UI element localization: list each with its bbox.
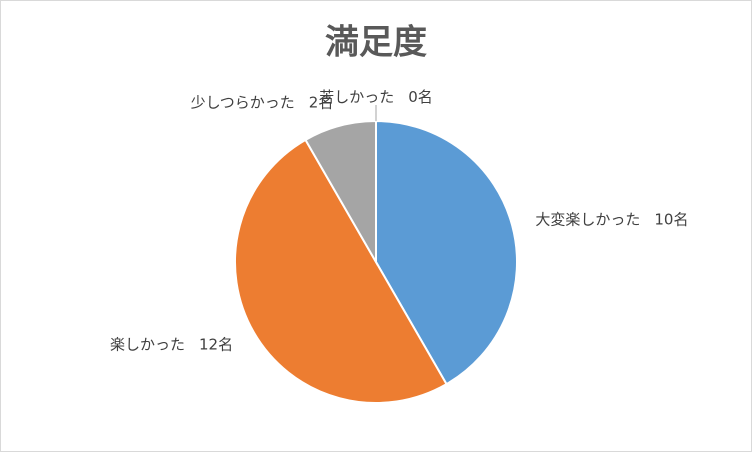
pie-slice xyxy=(234,138,448,404)
data-label-category: 大変楽しかった xyxy=(535,210,640,228)
data-label: 楽しかった 12名 xyxy=(110,335,233,353)
data-label: 苦しかった 0名 xyxy=(319,88,433,106)
data-label: 大変楽しかった 10名 xyxy=(535,210,688,228)
data-label-category: 楽しかった xyxy=(110,335,185,353)
data-label-category: 少しつらかった xyxy=(191,93,295,111)
chart-title: 満足度 xyxy=(325,23,427,63)
data-label-value: 10名 xyxy=(654,210,688,228)
data-label-value: 0名 xyxy=(408,88,433,106)
data-label-value: 12名 xyxy=(199,335,233,353)
data-label-value: 2名 xyxy=(309,93,334,111)
pie-slice xyxy=(375,119,518,386)
data-label-category: 苦しかった xyxy=(319,88,394,106)
data-label: 少しつらかった 2名 xyxy=(191,93,334,111)
